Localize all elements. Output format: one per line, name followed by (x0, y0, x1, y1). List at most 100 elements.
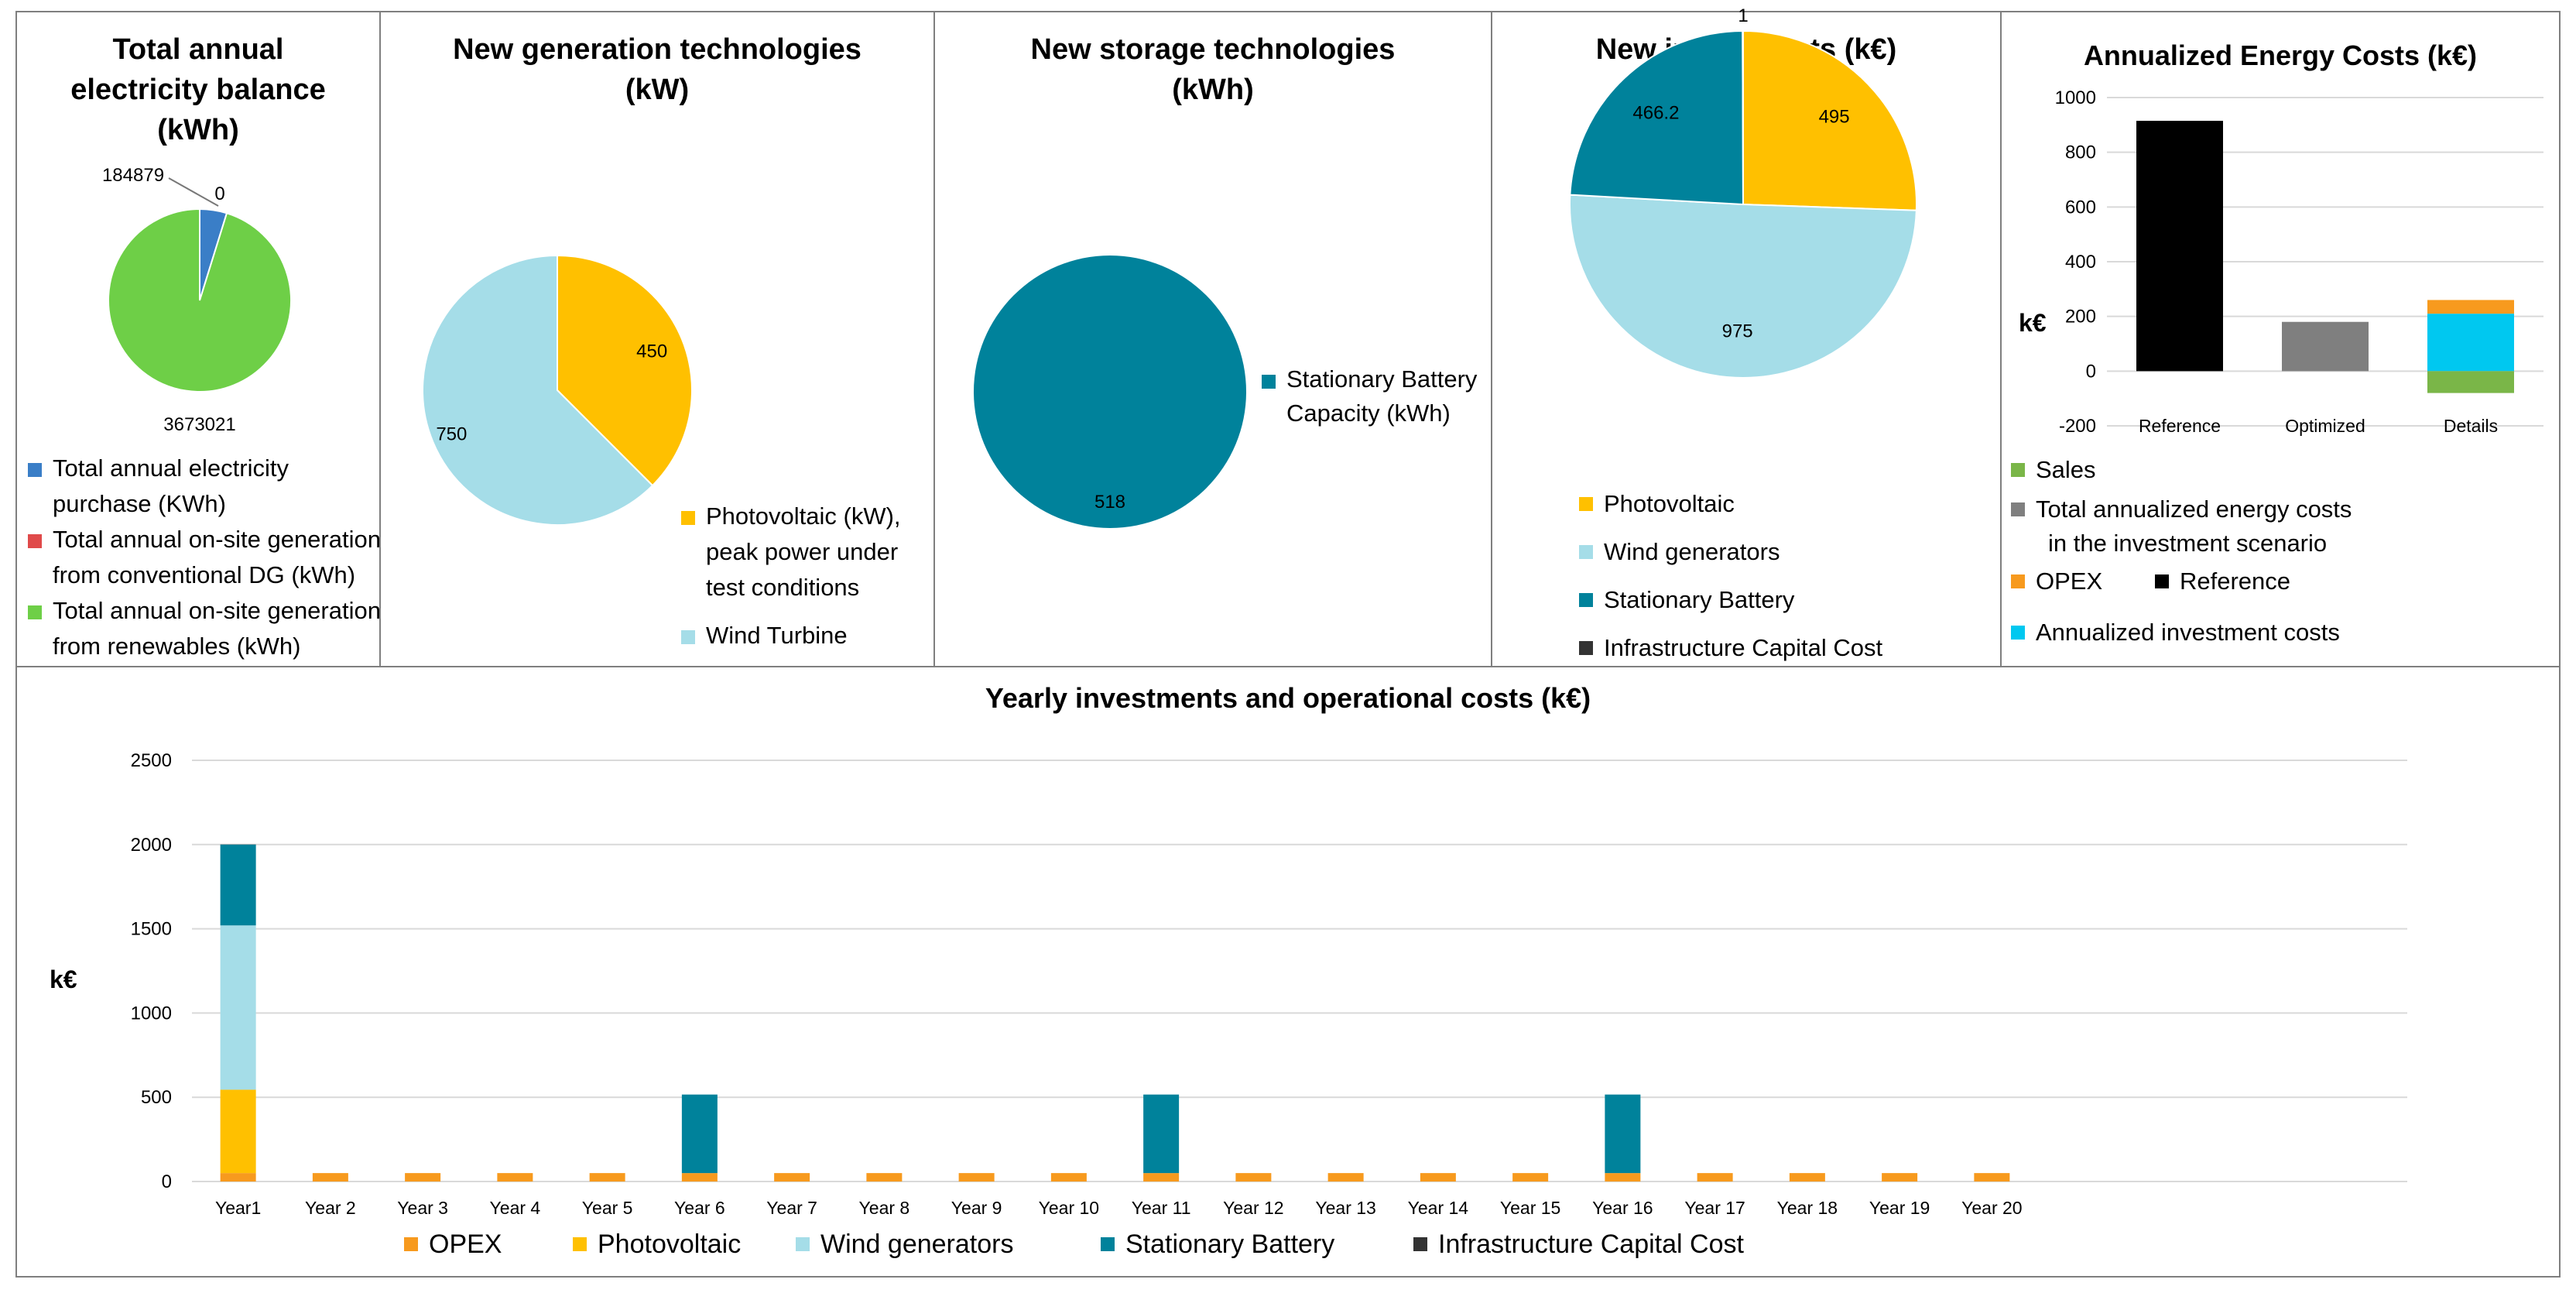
legend-item-total-costs: Total annualized energy costs in the inv… (2011, 492, 2553, 561)
legend-item-renewables: Total annual on-site generation from ren… (28, 593, 461, 664)
x-tick-label: Year 18 (1777, 1198, 1838, 1218)
legend-item-photovoltaic: Photovoltaic (573, 1226, 741, 1262)
bar-opex-year-17 (1697, 1173, 1733, 1182)
annualized-title: Annualized Energy Costs (k€) (2083, 39, 2478, 71)
storage-legend: Stationary Battery Capacity (kWh) (1262, 362, 1486, 430)
bar-opex-year-20 (1974, 1173, 2010, 1182)
legend-swatch-renewables (28, 605, 42, 619)
legend-swatch-sales (2011, 463, 2025, 477)
generation-title: New generation technologies (kW) (453, 33, 862, 106)
y-tick-label: 800 (2065, 142, 2096, 163)
x-tick-label: Year 19 (1869, 1198, 1930, 1218)
legend-item-opex: OPEX (404, 1226, 502, 1262)
x-tick-label: Year 3 (397, 1198, 448, 1218)
generation-pie-chart: 450 750 (422, 254, 693, 526)
pie-data-label: 3673021 (163, 414, 235, 435)
x-tick-label: Year 2 (305, 1198, 356, 1218)
bar-stationary-battery-year-16 (1605, 1094, 1641, 1174)
x-tick-label: Year 13 (1315, 1198, 1375, 1218)
pie-slice-stationary-battery-capacity-kwh (974, 256, 1246, 528)
legend-swatch-wind-generators (796, 1237, 810, 1251)
yearly-panel: Yearly investments and operational costs… (15, 666, 2561, 1278)
legend-swatch-photovoltaic (1579, 497, 1593, 511)
x-tick-label: Year 4 (490, 1198, 541, 1218)
y-tick-label: 1000 (2055, 87, 2096, 108)
pie-slice-photovoltaic-kw-peak-power-under-test-co (557, 254, 693, 487)
generation-legend: Photovoltaic (kW), peak power under test… (681, 499, 929, 653)
y-tick-label: 0 (2086, 361, 2096, 382)
bar-opex-year-9 (958, 1173, 995, 1182)
y-tick-label: 500 (141, 1087, 172, 1108)
pie-data-label: 466.2 (1632, 102, 1679, 123)
pie-data-label: 518 (1094, 492, 1125, 513)
bar-stationary-battery-year1 (220, 844, 256, 926)
y-tick-label: 0 (162, 1171, 172, 1192)
x-tick-label: Year 10 (1039, 1198, 1099, 1218)
investments-pie-chart: 495 975 466.2 1 (1569, 5, 1917, 379)
legend-swatch-wind-generators (1579, 545, 1593, 559)
bar-opex-year-5 (589, 1173, 625, 1182)
bar-opex-year-11 (1143, 1173, 1180, 1182)
x-tick-label: Year 14 (1408, 1198, 1469, 1218)
legend-swatch-annualized-investment (2011, 626, 2025, 640)
generation-panel: New generation technologies (kW) 450 750 … (379, 11, 935, 667)
x-tick-label: Year 15 (1500, 1198, 1560, 1218)
y-tick-label: 400 (2065, 252, 2096, 273)
legend-item-photovoltaic-kw: Photovoltaic (kW), peak power under test… (681, 499, 929, 605)
x-tick-label: Year 7 (766, 1198, 817, 1218)
pie-slice-photovoltaic (1742, 29, 1917, 211)
investments-legend: Photovoltaic Wind generators Stationary … (1579, 480, 1997, 672)
x-tick-label: Year 12 (1223, 1198, 1283, 1218)
legend-item-wind-generators: Wind generators (796, 1226, 1013, 1262)
storage-pie-chart: 518 (974, 256, 1246, 528)
y-tick-label: 2500 (131, 750, 172, 771)
legend-item-sales: Sales (2011, 451, 2553, 489)
y-tick-label: 600 (2065, 197, 2096, 218)
legend-item-wind-generators: Wind generators (1579, 528, 1997, 576)
bar-opex-year-10 (1050, 1173, 1087, 1182)
x-tick-label: Year 11 (1132, 1198, 1191, 1218)
pie-data-label: 450 (636, 341, 667, 362)
x-tick-label: Year 20 (1961, 1198, 2022, 1218)
legend-swatch-reference (2155, 574, 2169, 588)
bar-opex-year-3 (405, 1173, 441, 1182)
bar-opex-year-2 (312, 1173, 348, 1182)
balance-legend: Total annual electricity purchase (KWh) … (28, 451, 461, 664)
x-tick-label: Year 5 (582, 1198, 633, 1218)
legend-item-infrastructure: Infrastructure Capital Cost (1413, 1226, 1744, 1262)
pie-slice-stationary-battery (1569, 29, 1745, 206)
legend-item-stationary-battery: Stationary Battery (1101, 1226, 1334, 1262)
legend-swatch-photovoltaic (573, 1237, 587, 1251)
legend-swatch-opex (404, 1237, 418, 1251)
pie-data-label: 184879 (102, 165, 164, 186)
bar-opex-details (2427, 300, 2514, 314)
pie-data-label: 1 (1738, 5, 1748, 26)
legend-swatch-photovoltaic-kw (681, 511, 695, 525)
pie-data-label: 750 (436, 424, 467, 445)
bar-total-annualized-energy-costs--optimized (2282, 321, 2369, 372)
yearly-bar-chart: 2500 2000 1500 1000 500 0 k€ Year1 Year 2 Year 3 Y… (50, 750, 2407, 1218)
legend-swatch-purchase (28, 463, 42, 477)
y-tick-label: 1000 (131, 1003, 172, 1024)
storage-title: New storage technologies (kWh) (1030, 33, 1396, 106)
bar-opex-year-13 (1327, 1173, 1364, 1182)
bar-opex-year1 (220, 1173, 256, 1182)
x-tick-label: Year 17 (1684, 1198, 1745, 1218)
legend-item-purchase: Total annual electricity purchase (KWh) (28, 451, 461, 522)
x-tick-label: Optimized (2285, 416, 2365, 436)
bar-opex-year-6 (681, 1173, 718, 1182)
pie-data-label: 0 (214, 183, 224, 204)
pie-slice-wind-turbine (422, 254, 654, 526)
yearly-title: Yearly investments and operational costs… (985, 682, 1591, 714)
balance-pie-chart: 184879 0 3673021 (102, 165, 292, 435)
annualized-bar-chart: 1000 800 600 400 200 0 -200 k€ Reference Optimize… (2019, 87, 2543, 437)
pie-data-label: 975 (1722, 321, 1753, 341)
legend-item-battery-capacity: Stationary Battery Capacity (kWh) (1262, 362, 1486, 430)
pie-data-label: 495 (1819, 106, 1850, 127)
y-tick-label: 2000 (131, 835, 172, 856)
bar-annualized-investment-costs-details (2427, 314, 2514, 372)
x-tick-label: Reference (2139, 416, 2221, 436)
legend-item-reference: Reference (2155, 562, 2290, 601)
pie-slice-wind-generators (1569, 194, 1917, 379)
